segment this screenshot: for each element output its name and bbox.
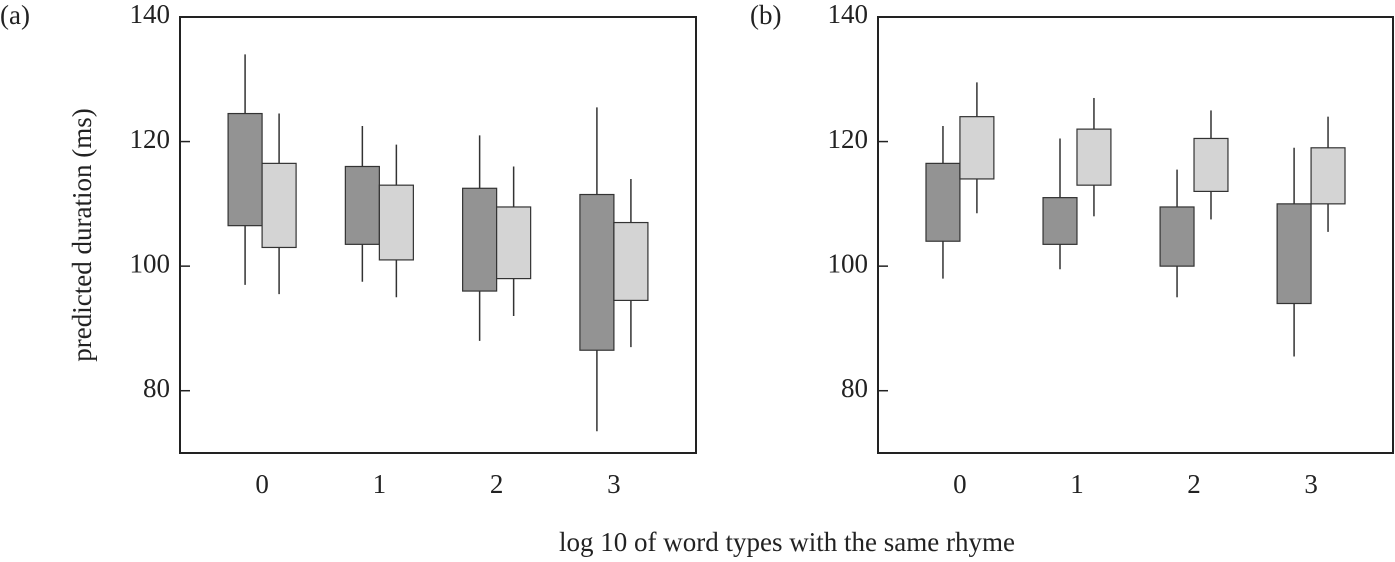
- y-tick-label: 80: [143, 373, 170, 403]
- box: [462, 187, 498, 292]
- box: [496, 206, 532, 280]
- x-tick-label: 1: [1070, 469, 1084, 499]
- x-tick-label: 3: [607, 469, 621, 499]
- y-tick-label: 80: [841, 373, 868, 403]
- y-tick-label: 100: [130, 248, 171, 278]
- box: [579, 193, 615, 351]
- plot-frame: [179, 16, 697, 454]
- panel-label: (a): [0, 0, 30, 30]
- x-tick-label: 2: [490, 469, 504, 499]
- box: [344, 165, 380, 245]
- box: [1276, 203, 1312, 305]
- box: [1042, 197, 1078, 245]
- box: [378, 184, 414, 261]
- y-tick-label: 140: [828, 0, 869, 29]
- x-tick-label: 0: [953, 469, 967, 499]
- y-tick-label: 120: [130, 124, 171, 154]
- y-tick-label: 100: [828, 248, 869, 278]
- box: [613, 221, 649, 302]
- box: [1159, 206, 1195, 267]
- plot-frame: [877, 16, 1394, 454]
- y-tick-label: 140: [130, 0, 171, 29]
- x-tick-label: 2: [1187, 469, 1201, 499]
- x-tick-label: 0: [255, 469, 269, 499]
- box: [1193, 137, 1229, 192]
- box: [261, 162, 297, 249]
- box: [227, 112, 263, 227]
- y-tick-label: 120: [828, 124, 869, 154]
- x-tick-label: 1: [373, 469, 387, 499]
- box: [959, 116, 995, 180]
- box: [1310, 147, 1346, 205]
- y-axis-label: predicted duration (ms): [67, 108, 97, 361]
- panel-label: (b): [750, 0, 781, 30]
- x-tick-label: 3: [1304, 469, 1318, 499]
- box: [1076, 128, 1112, 186]
- x-axis-label: log 10 of word types with the same rhyme: [559, 527, 1015, 557]
- box: [925, 162, 961, 242]
